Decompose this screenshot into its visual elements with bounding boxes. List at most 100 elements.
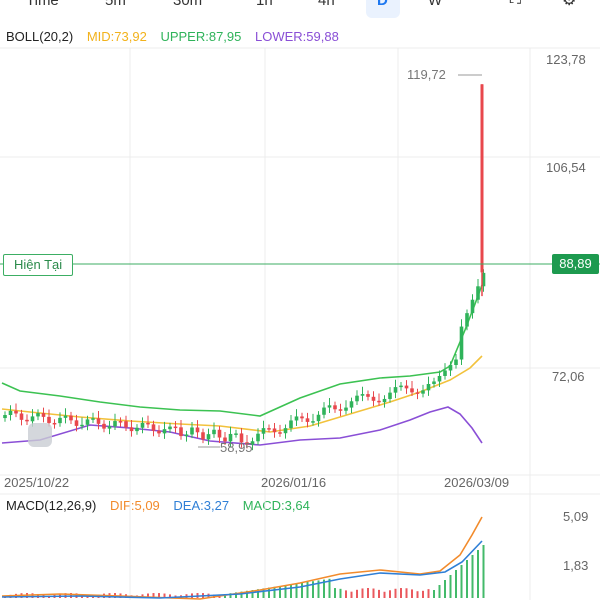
candle-body	[476, 286, 480, 300]
macd-bar	[400, 588, 402, 598]
y-tick-mid: 106,54	[546, 160, 586, 175]
high-annotation: 119,72	[407, 67, 446, 82]
candle-body	[465, 313, 469, 327]
macd-dea: DEA:3,27	[173, 498, 230, 513]
macd-legend: MACD(12,26,9) DIF:5,09 DEA:3,27 MACD:3,6…	[6, 498, 320, 513]
macd-bar	[279, 586, 281, 598]
macd-bar	[427, 589, 430, 598]
candle-body	[283, 428, 288, 434]
macd-bar	[268, 587, 270, 598]
candle-body	[245, 442, 249, 445]
candle-body	[459, 326, 464, 360]
macd-dea-line	[1, 540, 483, 599]
macd-bar	[339, 588, 342, 598]
candle-body	[25, 419, 29, 422]
macd-bar	[323, 579, 325, 598]
candle-body	[349, 401, 354, 408]
macd-bar	[444, 580, 446, 598]
candle-body	[107, 426, 112, 429]
candle-body	[162, 429, 167, 434]
tab-1h[interactable]: 1h	[256, 0, 273, 9]
tab-5m[interactable]: 5m	[105, 0, 126, 9]
y-tick-low: 72,06	[552, 369, 585, 384]
macd-bar	[433, 590, 435, 598]
candle-body	[322, 407, 326, 415]
candle-body	[201, 432, 205, 440]
macd-label: MACD(12,26,9)	[6, 498, 97, 513]
macd-bar	[251, 590, 254, 598]
candle-body	[168, 426, 172, 430]
settings-icon[interactable]: ⚙	[562, 0, 577, 9]
candle-body	[184, 434, 189, 437]
macd-bar	[471, 555, 474, 598]
candle-body	[3, 415, 7, 419]
candle-body	[250, 441, 255, 445]
boll-upper-line	[1, 284, 483, 417]
candle-body	[300, 416, 304, 419]
candle-body	[179, 427, 183, 437]
current-price-badge: 88,89	[552, 254, 599, 274]
tab-day[interactable]: D	[377, 0, 388, 9]
boll-lower: LOWER:59,88	[255, 29, 339, 44]
macd-bar	[345, 590, 347, 598]
macd-bar	[383, 591, 386, 598]
candle-body	[8, 410, 13, 416]
tab-time[interactable]: Time	[26, 0, 59, 9]
candle-body	[129, 427, 134, 432]
macd-value: MACD:3,64	[242, 498, 310, 513]
macd-bar	[163, 593, 166, 598]
candle-body	[157, 430, 161, 434]
candle-body	[278, 432, 282, 434]
x-tick-3: 2026/03/09	[444, 475, 509, 490]
candle-body	[366, 394, 370, 397]
boll-mid-line	[1, 355, 483, 433]
candle-body	[239, 433, 244, 443]
macd-bar	[295, 583, 298, 598]
macd-bar	[411, 589, 413, 598]
low-annotation: 58,95	[220, 440, 253, 455]
tab-week[interactable]: W	[428, 0, 443, 9]
tab-active-highlight	[366, 0, 400, 18]
candle-body	[256, 433, 260, 442]
candle-body	[47, 416, 51, 423]
candle-body	[151, 424, 156, 431]
candle-body	[426, 384, 431, 391]
tab-4h[interactable]: 4h	[318, 0, 335, 9]
boll-mid: MID:73,92	[86, 29, 147, 44]
macd-bar	[229, 593, 232, 598]
macd-bar	[273, 586, 276, 598]
macd-bar	[356, 589, 358, 598]
macd-bar	[460, 565, 463, 598]
candle-body	[344, 407, 348, 411]
candle-body	[234, 433, 238, 435]
boll-upper: UPPER:87,95	[160, 29, 242, 44]
candle-body	[388, 392, 392, 399]
candle-body	[421, 390, 425, 394]
fullscreen-icon[interactable]: ⛶	[510, 0, 521, 8]
macd-bar	[367, 588, 369, 598]
candle-body	[355, 395, 359, 402]
candle-body	[360, 394, 365, 396]
candle-body	[382, 398, 387, 403]
macd-bar	[405, 588, 408, 598]
candle-body	[52, 422, 57, 425]
candle-body	[206, 434, 211, 440]
macd-tick-mid: 1,83	[563, 558, 588, 573]
macd-bar	[169, 594, 171, 598]
macd-bar	[422, 590, 424, 598]
candle-body	[415, 392, 420, 394]
candle-body	[432, 381, 436, 385]
macd-bar	[416, 591, 419, 598]
candles	[3, 84, 486, 451]
macd-bar	[389, 590, 391, 598]
candle-body	[289, 420, 293, 429]
candle-body	[102, 423, 106, 429]
candle-body	[69, 415, 73, 421]
macd-bar	[449, 575, 452, 598]
tab-30m[interactable]: 30m	[173, 0, 203, 9]
candle-body	[195, 427, 200, 433]
macd-bar	[477, 550, 479, 598]
candle-body	[470, 299, 475, 314]
current-price-label[interactable]: Hiện Tại	[3, 254, 74, 276]
